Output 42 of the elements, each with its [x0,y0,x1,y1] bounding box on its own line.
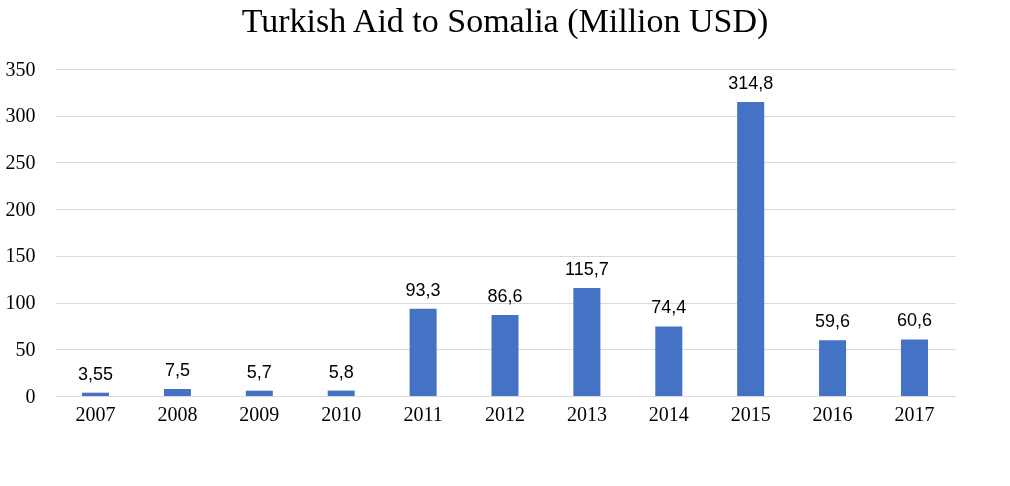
x-tick-label: 2010 [321,402,362,425]
x-tick-label: 2016 [812,402,853,425]
y-tick-label: 150 [5,244,36,267]
x-tick-label: 2015 [730,402,771,425]
data-label: 5,8 [328,361,354,382]
bar [327,390,355,396]
bar [655,326,683,396]
y-tick-label: 100 [5,291,36,314]
data-label: 115,7 [565,258,609,279]
data-label: 3,55 [78,363,114,384]
x-tick-label: 2007 [75,402,116,425]
data-label: 7,5 [164,359,190,380]
bar [82,392,110,396]
bar [573,287,601,396]
y-tick-label: 50 [15,337,36,360]
bar [900,339,928,396]
x-tick-label: 2009 [239,402,280,425]
chart-title: Turkish Aid to Somalia (Million USD) [241,2,769,40]
y-tick-label: 350 [5,57,36,80]
x-tick-label: 2008 [157,402,198,425]
y-tick-label: 250 [5,150,36,173]
bar [737,101,765,396]
bar [491,315,519,396]
data-label: 5,7 [246,361,272,382]
x-tick-label: 2012 [485,402,525,425]
y-tick-label: 200 [5,197,36,220]
data-label: 60,6 [896,310,932,331]
x-tick-label: 2013 [566,402,607,425]
y-tick-label: 0 [25,384,36,407]
bar [245,390,273,396]
data-label: 59,6 [815,311,851,332]
data-label: 86,6 [487,286,523,307]
bar [409,308,437,396]
x-tick-label: 2014 [648,402,689,425]
x-tick-label: 2017 [894,402,935,425]
data-label: 93,3 [405,279,441,300]
bar [819,340,847,396]
data-label: 314,8 [728,72,774,93]
y-tick-label: 300 [5,104,36,127]
x-tick-label: 2011 [403,402,443,425]
data-label: 74,4 [651,297,687,318]
bar [163,388,191,396]
